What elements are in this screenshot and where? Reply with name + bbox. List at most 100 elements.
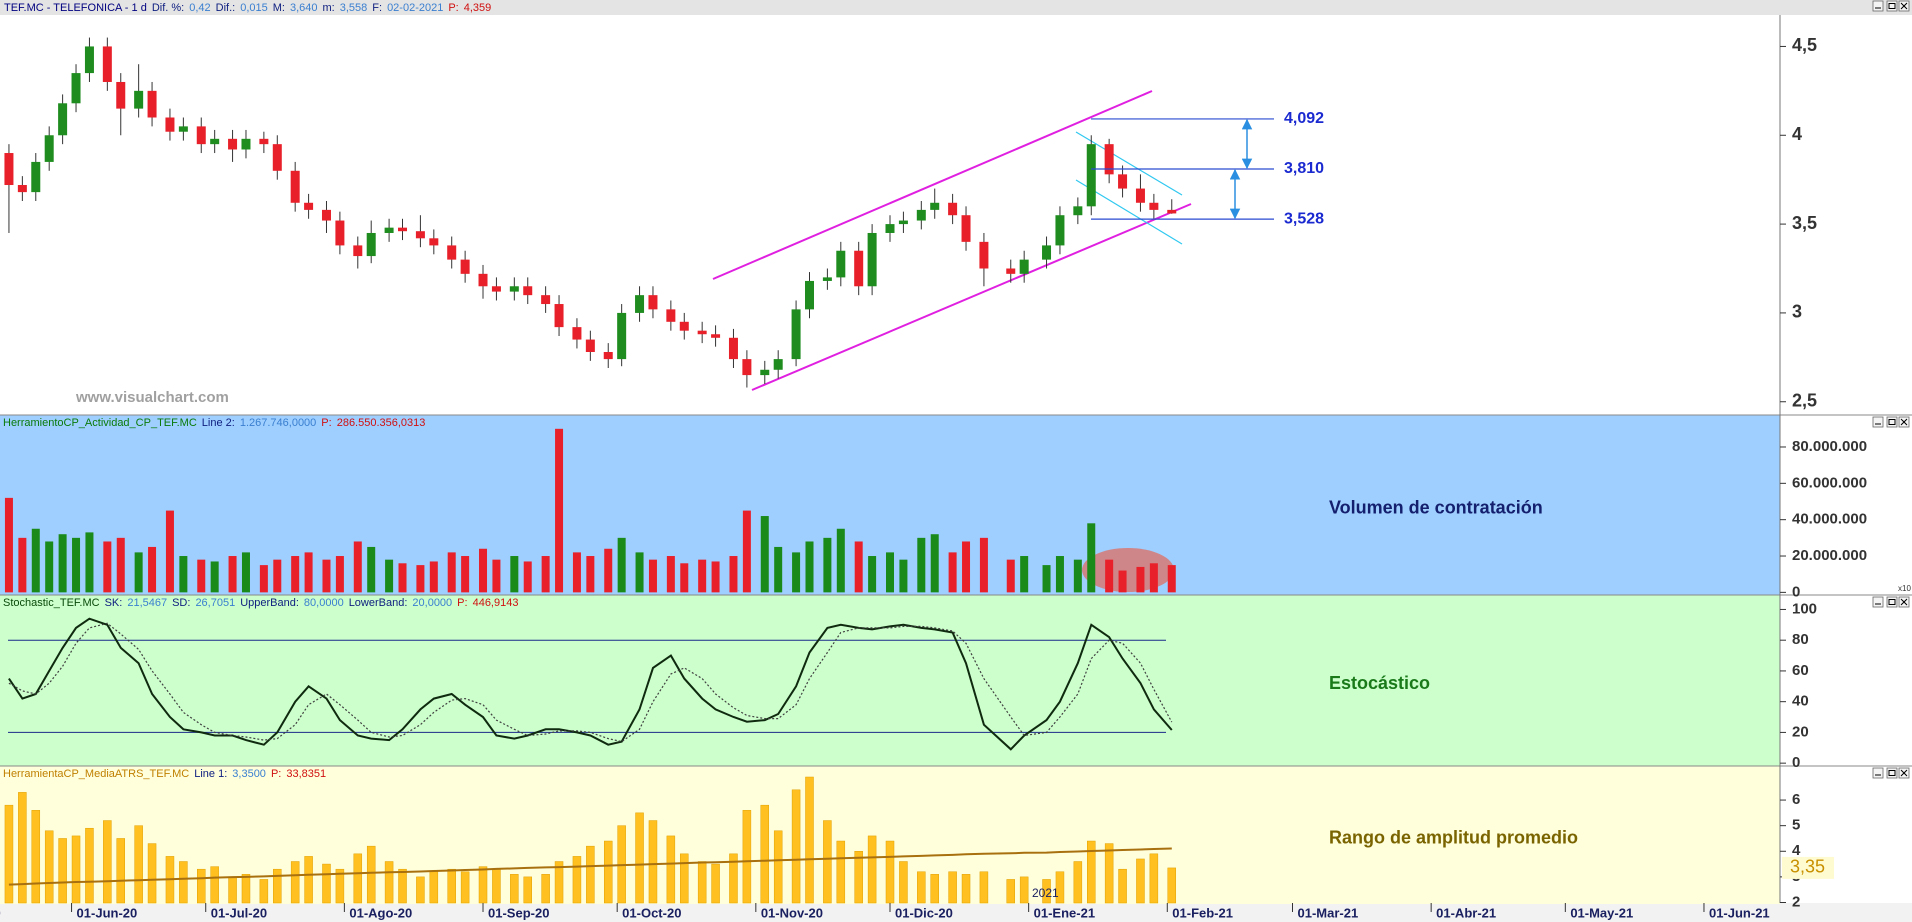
candle-body (728, 337, 738, 360)
multiplier-label: x10 (1898, 584, 1911, 593)
indicator-bar (555, 428, 564, 593)
candle-body (71, 73, 81, 104)
indicator-bar (979, 537, 988, 593)
indicator-bar (85, 827, 94, 904)
indicator-bar (384, 861, 394, 904)
candle-body (697, 330, 707, 335)
y-tick-label: 2,5 (1792, 390, 1817, 410)
candle-body (836, 250, 846, 278)
candle-body (1042, 245, 1052, 260)
indicator-bar (197, 868, 206, 904)
y-tick-label: 60 (1792, 662, 1809, 679)
y-tick-label: 4 (1792, 124, 1802, 144)
indicator-bar (1136, 566, 1145, 593)
indicator-bar (1136, 858, 1145, 904)
indicator-bar (886, 552, 894, 593)
panel-label: Rango de amplitud promedio (1329, 827, 1578, 847)
candle-body (1118, 174, 1128, 189)
x-tick-label: 01-Ago-20 (349, 905, 412, 920)
header-text: TEF.MC - TELEFONICA - 1 d (4, 2, 147, 14)
header-text: 21,5467 (127, 597, 167, 609)
indicator-bar (948, 871, 957, 904)
header-text: Dif.: (216, 2, 236, 14)
indicator-bar (492, 559, 501, 593)
panel-label: Volumen de contratación (1329, 497, 1543, 517)
indicator-bar (353, 853, 363, 904)
indicator-bar (1055, 871, 1065, 904)
candle-body (384, 227, 394, 233)
x-tick-label: 01-Mar-21 (1298, 905, 1359, 920)
button-glyph (1888, 599, 1896, 605)
indicator-bar (617, 537, 626, 593)
y-tick-label: 80.000.000 (1792, 438, 1867, 455)
candle-body (1135, 188, 1145, 203)
window-button (1886, 416, 1898, 428)
indicator-bar (729, 853, 738, 904)
candle-body (635, 295, 645, 313)
indicator-bar (241, 874, 251, 904)
indicator-bar (791, 789, 801, 904)
candle-body (147, 90, 157, 118)
indicator-bar (72, 537, 81, 593)
header-text: 26,7051 (195, 597, 235, 609)
x-tick-label: 01-May-20 (0, 905, 1, 920)
y-tick-label: 40 (1792, 693, 1809, 710)
indicator-bar (134, 825, 143, 904)
y-tick-label: 100 (1792, 600, 1817, 617)
indicator-bar (680, 563, 689, 593)
indicator-bar (1019, 876, 1029, 904)
button-glyph (1900, 598, 1908, 606)
indicator-line (8, 847, 1172, 886)
indicator-bar (1167, 867, 1177, 904)
indicator-bar (461, 556, 470, 593)
indicator-bar (366, 845, 376, 904)
indicator-bar (1167, 565, 1176, 593)
candle-body (885, 224, 895, 233)
candle-body (554, 304, 564, 328)
indicator-bar (854, 541, 863, 593)
candle-body (773, 359, 783, 370)
indicator-bar (742, 510, 751, 593)
indicator-bar (210, 866, 219, 904)
year-label: 2021 (1032, 886, 1059, 900)
indicator-bar (134, 552, 143, 593)
indicator-bar (961, 874, 971, 904)
level-label: 4,092 (1284, 110, 1324, 127)
x-tick-label: 01-Oct-20 (622, 905, 681, 920)
window-button (1886, 596, 1898, 608)
indicator-bar (492, 868, 501, 904)
candle-body (1055, 215, 1065, 246)
x-tick-label: 01-Nov-20 (761, 905, 823, 920)
indicator-bar (1073, 559, 1082, 593)
y-tick-label: 80 (1792, 631, 1809, 648)
button-glyph (1888, 770, 1896, 776)
header-text: UpperBand: (240, 597, 299, 609)
indicator-bar (1087, 840, 1096, 904)
indicator-bar (460, 871, 470, 904)
indicator-bar (304, 856, 313, 904)
indicator-bar (805, 776, 814, 904)
indicator-bar (179, 861, 188, 904)
indicator-bar (930, 874, 939, 904)
candle-body (742, 359, 752, 376)
indicator-bar (666, 835, 676, 904)
candle-body (603, 352, 613, 360)
indicator-bar (1042, 565, 1051, 593)
header-text: LowerBand: (349, 597, 408, 609)
indicator-bar (666, 556, 675, 593)
indicator-bar (45, 541, 54, 593)
window-button (1886, 0, 1898, 12)
header-text: Line 1: (194, 768, 227, 780)
candle-body (116, 81, 126, 109)
candle-body (1086, 144, 1096, 207)
header-text: 0,015 (240, 2, 268, 14)
indicator-bar (479, 548, 488, 593)
window-button (1872, 416, 1884, 428)
indicator-bar (335, 556, 344, 593)
candle-body (1104, 144, 1114, 175)
date-axis-area (0, 903, 1912, 922)
candle-body (353, 245, 363, 257)
indicator-bar (241, 552, 250, 593)
candle-body (366, 232, 376, 257)
